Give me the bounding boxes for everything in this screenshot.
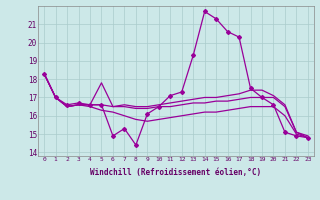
X-axis label: Windchill (Refroidissement éolien,°C): Windchill (Refroidissement éolien,°C) — [91, 168, 261, 177]
